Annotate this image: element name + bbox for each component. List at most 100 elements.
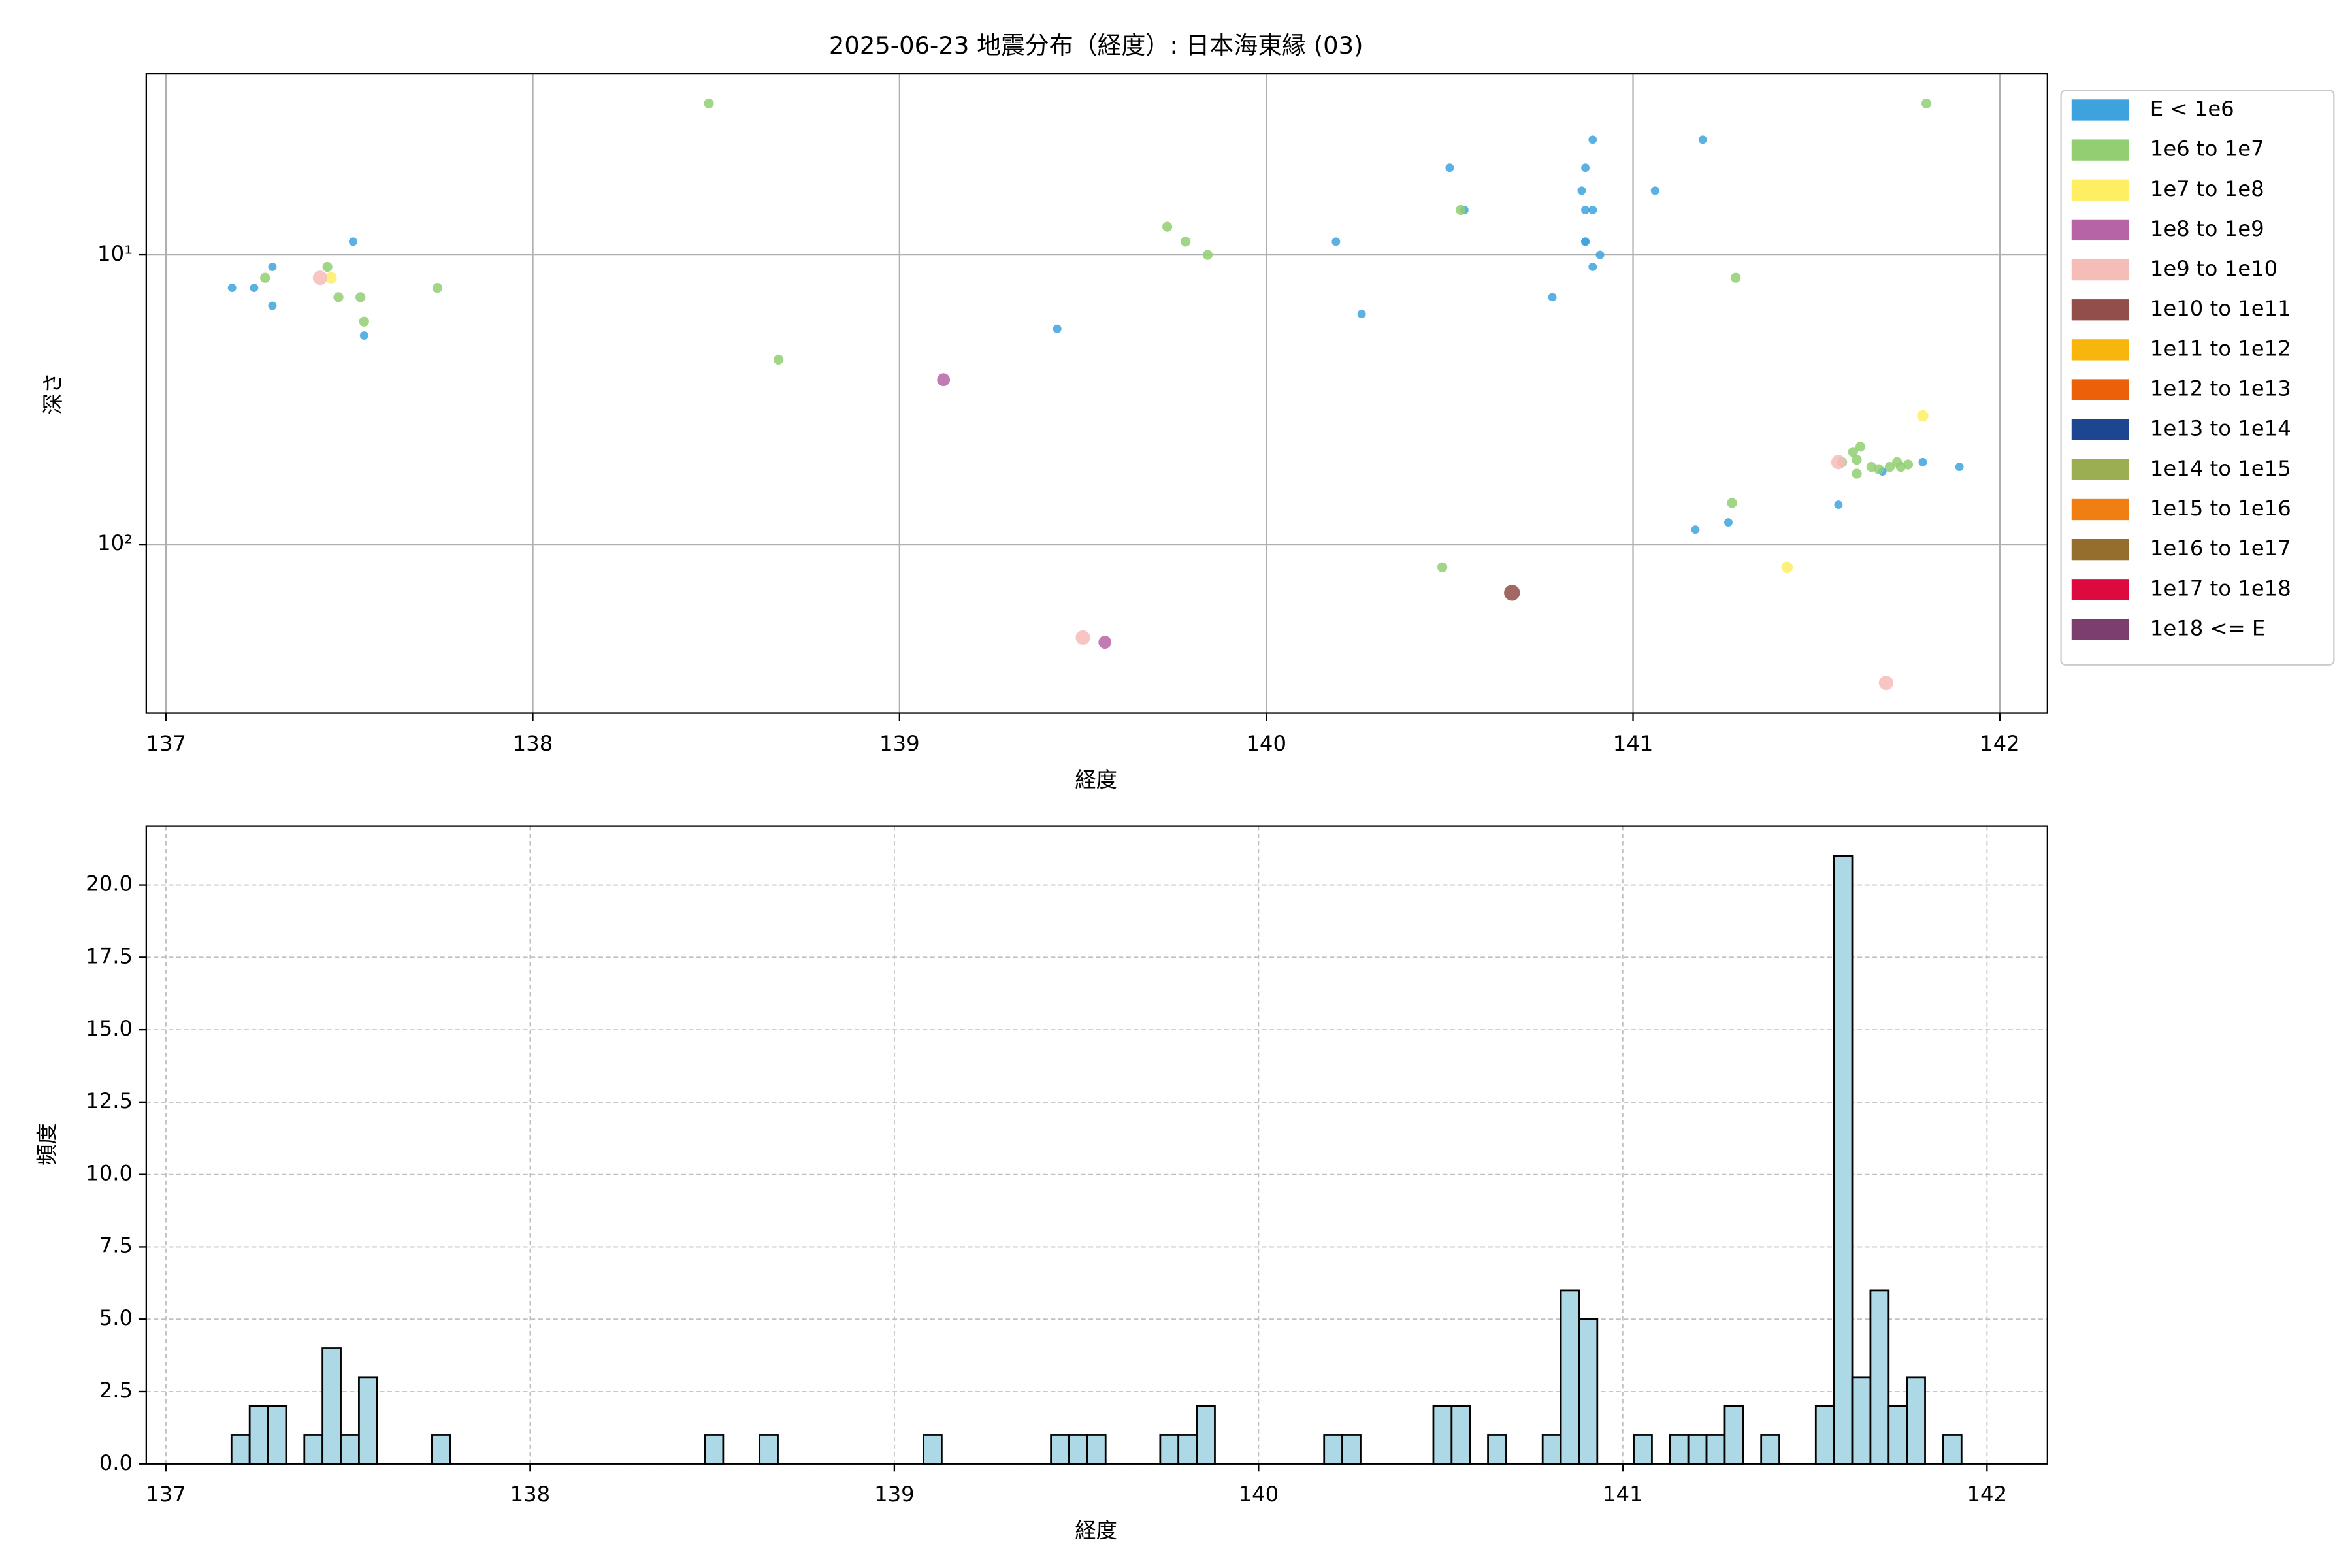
data-point: [1588, 135, 1597, 144]
plot-frame: [145, 825, 2048, 1465]
y-tick-label: 10²: [97, 531, 133, 555]
y-tick-label: 2.5: [99, 1378, 133, 1403]
bar: [923, 1434, 943, 1465]
legend-frame: [2060, 90, 2335, 666]
data-point: [1437, 562, 1448, 572]
data-point: [227, 284, 237, 293]
data-point: [325, 272, 337, 284]
data-point: [1884, 461, 1895, 472]
data-point: [1691, 525, 1700, 534]
y-tick-label: 0.0: [99, 1450, 133, 1475]
legend-swatch: [2071, 459, 2129, 480]
legend-label: 1e8 to 1e9: [2150, 216, 2264, 241]
y-tick-label: 7.5: [99, 1233, 133, 1258]
legend-label: 1e13 to 1e14: [2150, 416, 2291, 441]
data-point: [1588, 206, 1597, 214]
data-point: [1581, 163, 1590, 172]
data-point: [1834, 500, 1843, 510]
data-point: [1918, 457, 1927, 466]
legend-label: 1e16 to 1e17: [2150, 536, 2291, 561]
legend-swatch: [2071, 619, 2129, 640]
x-tick-label: 139: [879, 731, 920, 756]
bar: [1196, 1405, 1216, 1465]
data-point: [348, 237, 357, 246]
x-tick-label: 140: [1239, 1482, 1279, 1507]
bar: [1177, 1434, 1198, 1465]
data-point: [1577, 186, 1586, 195]
data-point: [1878, 676, 1893, 691]
data-point: [1053, 324, 1062, 333]
bar: [1887, 1405, 1908, 1465]
bar: [1814, 1405, 1835, 1465]
data-point: [1724, 518, 1733, 527]
y-tick-label: 10¹: [97, 241, 133, 266]
data-point: [1548, 293, 1557, 302]
data-point: [1075, 630, 1090, 645]
legend-swatch: [2071, 579, 2129, 600]
x-tick-label: 139: [874, 1482, 915, 1507]
data-point: [1921, 98, 1932, 109]
y-axis-label: 深さ: [41, 372, 65, 415]
bar: [704, 1434, 725, 1465]
data-point: [1456, 204, 1466, 216]
y-tick-label: 15.0: [86, 1016, 133, 1041]
x-tick-label: 137: [146, 1482, 186, 1507]
bar: [1633, 1434, 1653, 1465]
bar: [303, 1434, 324, 1465]
bar: [1833, 855, 1854, 1465]
y-axis-label: 頻度: [35, 1123, 59, 1166]
data-point: [312, 270, 327, 286]
data-point: [359, 316, 369, 327]
bar: [1869, 1289, 1890, 1465]
data-point: [1781, 561, 1793, 574]
legend-swatch: [2071, 379, 2129, 400]
data-point: [1581, 237, 1590, 246]
data-point: [1331, 237, 1341, 246]
bar: [321, 1347, 342, 1465]
data-point: [1162, 221, 1173, 232]
x-tick-label: 138: [513, 731, 553, 756]
bar: [358, 1376, 378, 1465]
data-point: [333, 292, 344, 302]
legend-label: 1e7 to 1e8: [2150, 176, 2264, 201]
data-point: [322, 261, 333, 272]
data-point: [1098, 636, 1112, 649]
bar: [1760, 1434, 1780, 1465]
data-point: [1581, 206, 1590, 214]
data-point: [1917, 410, 1929, 422]
x-tick-label: 141: [1613, 731, 1654, 756]
legend-swatch: [2071, 339, 2129, 361]
bar: [1050, 1434, 1070, 1465]
data-point: [359, 331, 368, 340]
data-point: [1202, 250, 1213, 260]
data-point: [1874, 464, 1884, 474]
data-point: [1848, 447, 1858, 457]
legend-swatch: [2071, 419, 2129, 440]
data-point: [1831, 455, 1846, 470]
data-point: [1595, 250, 1605, 259]
x-tick-label: 140: [1246, 731, 1286, 756]
bar: [1723, 1405, 1744, 1465]
bar: [1705, 1434, 1726, 1465]
data-point: [1852, 454, 1862, 465]
data-point: [773, 354, 784, 365]
chart-title: 2025-06-23 地震分布（経度）: 日本海東縁 (03): [829, 31, 1364, 59]
data-point: [1727, 498, 1737, 508]
data-point: [1855, 442, 1866, 452]
x-tick-label: 142: [1967, 1482, 2007, 1507]
bar: [1687, 1434, 1708, 1465]
bar: [759, 1434, 779, 1465]
legend-swatch: [2071, 498, 2129, 521]
bar: [1068, 1434, 1088, 1465]
bar: [340, 1434, 360, 1465]
data-point: [1445, 163, 1454, 172]
data-point: [268, 301, 277, 310]
legend-swatch: [2071, 259, 2129, 281]
legend: E < 1e6 1e6 to 1e7 1e7 to 1e8 1e8 to 1e9 1e9…: [2060, 90, 2335, 666]
x-axis-label: 経度: [1075, 767, 1117, 792]
x-tick-label: 138: [510, 1482, 551, 1507]
plot-frame: [145, 73, 2048, 714]
data-point: [1698, 135, 1707, 144]
